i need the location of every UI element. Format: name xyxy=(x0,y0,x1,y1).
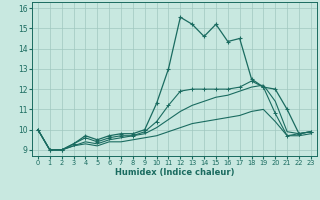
X-axis label: Humidex (Indice chaleur): Humidex (Indice chaleur) xyxy=(115,168,234,177)
